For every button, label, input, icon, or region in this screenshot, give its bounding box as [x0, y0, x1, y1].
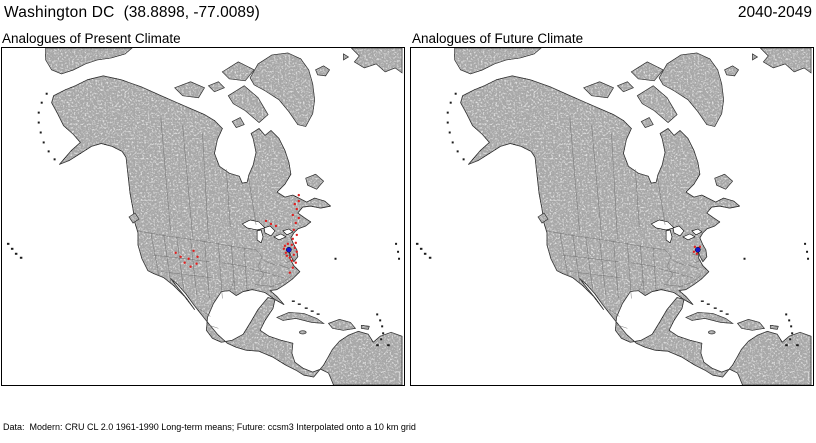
page-header: Washington DC (38.8898, -77.0089) 2040-20… [4, 4, 814, 24]
city-name: Washington DC [4, 4, 115, 21]
present-panel-label: Analogues of Present Climate [2, 31, 181, 46]
future-panel-label: Analogues of Future Climate [412, 31, 584, 46]
present-climate-map-frame [1, 47, 405, 386]
future-climate-map [411, 48, 813, 385]
caption-block: Data: Modern: CRU CL 2.0 1961-1990 Long-… [3, 391, 651, 443]
data-sources-line: Data: Modern: CRU CL 2.0 1961-1990 Long-… [3, 421, 416, 432]
analogue-markers [174, 193, 300, 274]
target-marker [286, 246, 292, 253]
future-climate-map-frame [410, 47, 814, 386]
target-marker [695, 246, 701, 253]
decade-label: 2040-2049 [737, 4, 812, 21]
city-coordinates: (38.8898, -77.0089) [123, 4, 260, 21]
present-climate-map [2, 48, 404, 385]
